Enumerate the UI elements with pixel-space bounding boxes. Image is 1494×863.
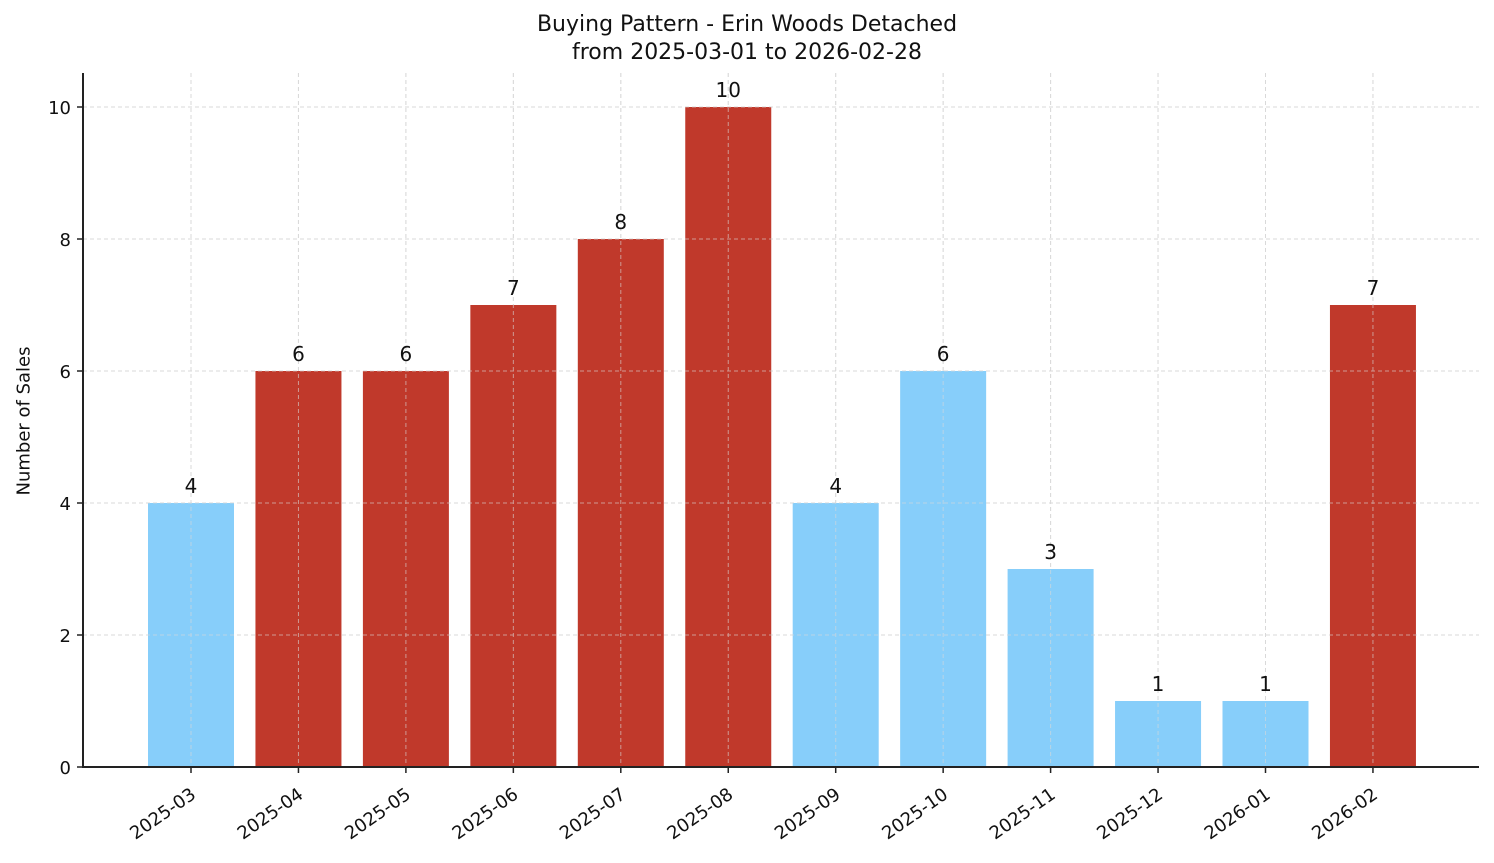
x-tick-label: 2025-03: [126, 784, 200, 844]
y-tick-label: 8: [60, 230, 71, 251]
grid-overlay: [83, 73, 1479, 767]
x-tick-label: 2025-12: [1093, 784, 1167, 844]
bars: [148, 107, 1416, 767]
y-tick-label: 10: [48, 98, 71, 119]
y-tick-label: 6: [60, 362, 71, 383]
chart-subtitle: from 2025-03-01 to 2026-02-28: [572, 40, 922, 65]
x-tick-label: 2025-04: [234, 784, 308, 844]
data-labels: 4 6 6 7 8 10 4 6 3 1 1 7: [185, 78, 1380, 696]
bar-value-label: 6: [400, 342, 413, 366]
x-tick-label: 2025-06: [449, 784, 523, 844]
y-tick-label: 2: [60, 626, 71, 647]
bar-value-label: 7: [1367, 276, 1380, 300]
bar-value-label: 1: [1259, 672, 1272, 696]
y-tick-label: 0: [60, 758, 71, 779]
bar-value-label: 6: [937, 342, 950, 366]
x-tick-label: 2025-09: [771, 784, 845, 844]
y-tick-label: 4: [60, 494, 71, 515]
bar-value-label: 1: [1152, 672, 1165, 696]
x-tick-label: 2026-01: [1201, 784, 1275, 844]
bar-value-label: 3: [1044, 540, 1057, 564]
x-tick-label: 2025-05: [341, 784, 415, 844]
bar-value-label: 4: [185, 474, 198, 498]
x-tick-label: 2025-10: [878, 784, 952, 844]
x-tick-label: 2025-07: [556, 784, 630, 844]
bar-value-label: 10: [716, 78, 741, 102]
x-tick-label: 2026-02: [1308, 784, 1382, 844]
bar-value-label: 7: [507, 276, 520, 300]
x-tick-label: 2025-08: [663, 784, 737, 844]
bar-value-label: 8: [614, 210, 627, 234]
bar-value-label: 6: [292, 342, 305, 366]
chart-title: Buying Pattern - Erin Woods Detached: [536, 12, 958, 37]
bar-value-label: 4: [829, 474, 842, 498]
x-tick-label: 2025-11: [986, 784, 1060, 844]
